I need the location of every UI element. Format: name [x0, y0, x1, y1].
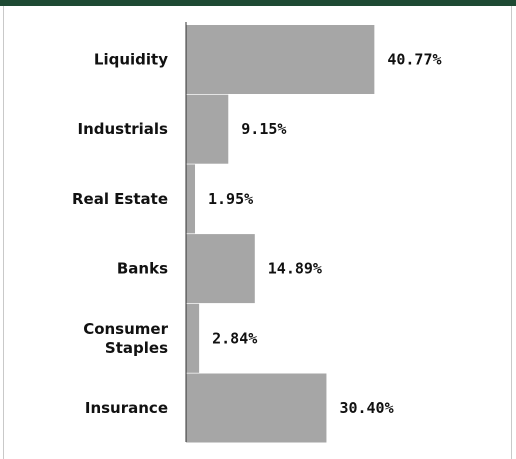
category-label-5-line-0: Insurance [85, 399, 168, 417]
bar-2 [186, 164, 196, 234]
category-label-4: Consumer Staples [83, 320, 168, 357]
category-label-3: Banks [117, 260, 168, 278]
value-label-0: 40.77% [387, 51, 441, 69]
category-label-5: Insurance [85, 399, 168, 417]
value-label-4: 2.84% [212, 329, 257, 347]
category-label-2: Real Estate [72, 190, 168, 208]
value-label-5: 30.40% [339, 399, 393, 417]
category-label-1: Industrials [77, 120, 168, 138]
category-label-1-line-0: Industrials [77, 120, 168, 138]
value-label-3: 14.89% [268, 260, 322, 278]
category-label-0-line-0: Liquidity [94, 51, 168, 69]
category-label-3-line-0: Banks [117, 260, 168, 278]
bar-3 [186, 234, 255, 304]
bar-5 [186, 373, 327, 443]
bar-0 [186, 25, 375, 94]
bar-1 [186, 94, 229, 164]
value-label-1: 9.15% [241, 120, 286, 138]
category-label-2-line-0: Real Estate [72, 190, 168, 208]
value-label-2: 1.95% [208, 190, 253, 208]
category-label-4-line-1: Staples [105, 339, 168, 357]
header-band [0, 0, 516, 6]
category-label-4-line-0: Consumer [83, 320, 168, 338]
category-label-0: Liquidity [94, 51, 168, 69]
chart-panel [3, 6, 512, 459]
bar-4 [186, 303, 200, 373]
